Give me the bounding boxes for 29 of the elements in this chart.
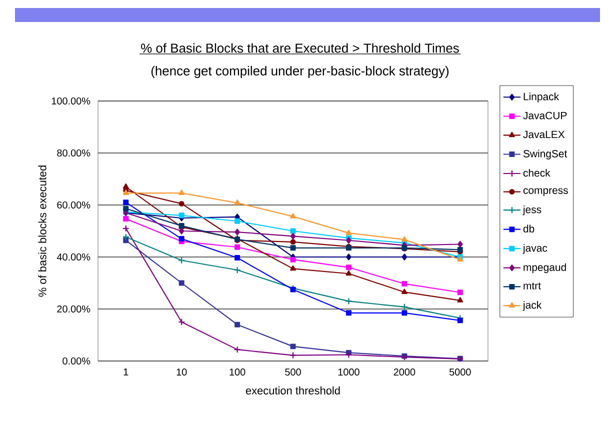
x-tick-label: 5000: [449, 368, 471, 376]
y-tick-label: 20.00%: [57, 305, 90, 313]
y-tick-label: 60.00%: [57, 201, 90, 209]
y-tick-label: 40.00%: [56, 253, 90, 261]
legend-label: SwingSet: [523, 150, 568, 160]
legend-label: jack: [522, 301, 542, 311]
y-axis-title: % of basic blocks executed: [38, 166, 46, 297]
legend-label: jess: [522, 206, 542, 216]
legend-label: JavaCUP: [523, 112, 567, 120]
x-tick-label: 2000: [394, 368, 416, 376]
x-tick-label: 1: [124, 368, 128, 376]
y-tick-label: 80.00%: [57, 149, 90, 157]
legend-label: compress: [523, 188, 568, 196]
x-tick-label: 10: [176, 368, 187, 376]
legend-label: mtrt: [524, 282, 541, 290]
x-tick-label: 1000: [338, 368, 360, 376]
legend-label: mpegaud: [524, 263, 566, 274]
chart-subtitle: (hence get compiled under per-basic-block strategy): [151, 66, 449, 78]
legend-label: Linpack: [524, 92, 560, 102]
x-tick-label: 500: [285, 368, 301, 376]
legend-label: check: [523, 168, 550, 177]
chart-title: % of Basic Blocks that are Executed > Threshold Times: [141, 43, 459, 53]
y-tick-label: 100.00%: [52, 97, 90, 105]
legend-label: JavaLEX: [523, 130, 565, 138]
x-tick-label: 100: [230, 368, 246, 376]
legend-label: db: [523, 224, 534, 232]
y-tick-label: 0.00%: [62, 357, 90, 365]
legend-label: javac: [522, 244, 548, 254]
x-axis-title: execution threshold: [246, 386, 340, 394]
